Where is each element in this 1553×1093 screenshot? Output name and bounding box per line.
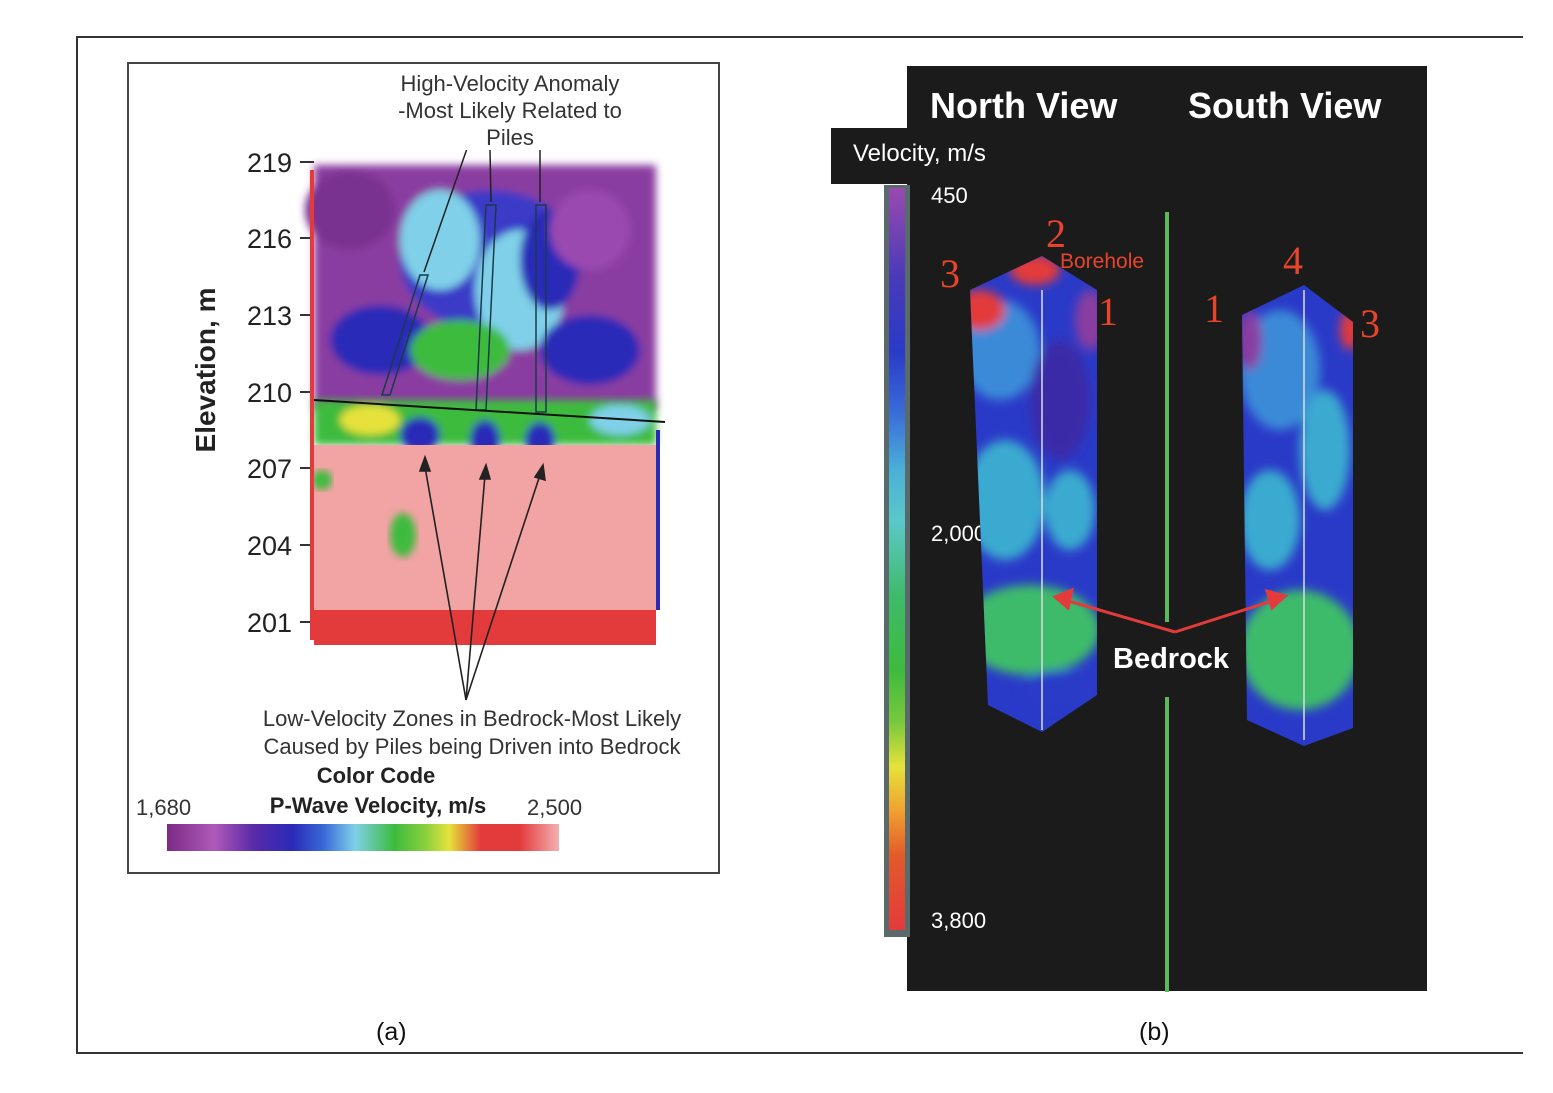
y-axis-label: Elevation, m <box>190 287 221 453</box>
tick-label: 204 <box>246 531 292 561</box>
color-code-bar <box>167 824 559 851</box>
low-velocity-arrows <box>418 455 546 701</box>
divider-gap <box>1160 622 1174 697</box>
annotation-high-line-3: Piles <box>486 125 534 150</box>
annotation-high-line-2: -Most Likely Related to <box>398 98 622 123</box>
scale-min-label: 1,680 <box>136 795 192 820</box>
velocity-label-box <box>831 128 1031 184</box>
tick-label: 219 <box>246 148 292 178</box>
annotation-low-velocity: Low-Velocity Zones in Bedrock-Most Likel… <box>212 705 732 761</box>
annotation-high-velocity: High-Velocity Anomaly -Most Likely Relat… <box>360 70 660 151</box>
panel-a-label: (a) <box>376 1018 407 1046</box>
depth-label: Depth, 10 m <box>1445 426 1476 574</box>
panel-b-label: (b) <box>1139 1018 1170 1046</box>
color-code-subtitle: P-Wave Velocity, m/s <box>269 793 487 818</box>
borehole-dots-left <box>310 170 314 640</box>
tick-label: 207 <box>246 454 292 484</box>
depth-indicator <box>1450 257 1470 743</box>
south-column <box>1242 285 1353 746</box>
scale-mid-label: 2,000 <box>931 521 987 546</box>
velocity-scale-gradient <box>889 188 905 930</box>
scale-max-label: 2,500 <box>527 795 583 820</box>
tick-label: 210 <box>246 378 292 408</box>
tick-label: 213 <box>246 301 292 331</box>
color-code-title: Color Code <box>316 763 436 788</box>
scale-bottom-label: 3,800 <box>931 908 987 933</box>
velocity-tomogram <box>300 150 666 645</box>
annotation-low-line-2: Caused by Piles being Driven into Bedroc… <box>263 734 681 759</box>
south-view-title: South View <box>1188 85 1382 126</box>
north-marker-3: 3 <box>940 251 960 296</box>
annotation-high-line-1: High-Velocity Anomaly <box>400 71 620 96</box>
south-marker-4: 4 <box>1283 238 1303 283</box>
velocity-label: Velocity, m/s <box>853 140 986 167</box>
divider-line <box>1165 212 1169 992</box>
north-marker-2: 2 <box>1046 211 1066 256</box>
borehole-dots-right <box>656 430 660 610</box>
scale-top-label: 450 <box>931 183 968 208</box>
annotation-low-line-1: Low-Velocity Zones in Bedrock-Most Likel… <box>262 706 682 731</box>
south-marker-1: 1 <box>1204 286 1224 331</box>
north-marker-1: 1 <box>1098 289 1118 334</box>
borehole-columns <box>970 256 1353 746</box>
south-marker-3: 3 <box>1360 301 1380 346</box>
bedrock-label: Bedrock <box>1113 643 1230 675</box>
borehole-label: Borehole <box>1060 250 1145 273</box>
soil-region <box>305 165 656 410</box>
north-column <box>970 256 1097 732</box>
tick-label: 201 <box>246 608 292 638</box>
tick-label: 216 <box>246 224 292 254</box>
figure-frame <box>76 36 1523 1054</box>
north-view-title: North View <box>930 85 1118 126</box>
